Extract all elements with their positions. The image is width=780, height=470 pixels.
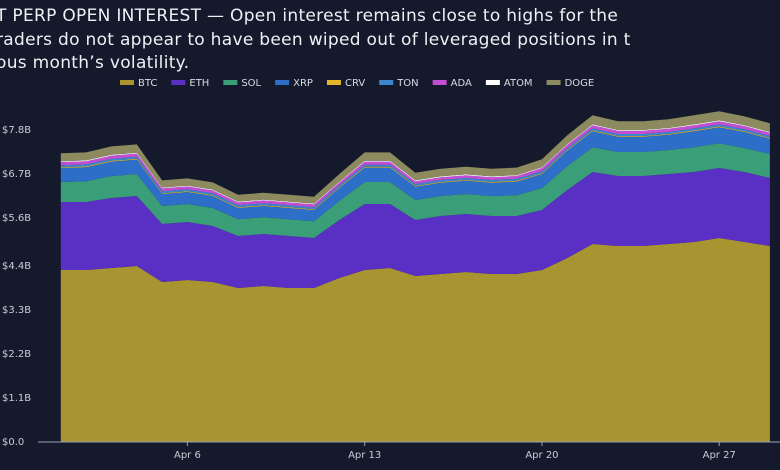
x-tick-label: Apr 20 (525, 450, 558, 461)
legend-swatch (432, 80, 447, 85)
y-tick-label: $5.6B (2, 213, 31, 224)
legend-swatch (546, 80, 561, 85)
legend-swatch (120, 80, 134, 85)
chart-title: raders do not appear to have been wiped … (0, 30, 631, 50)
legend-label: XRP (293, 78, 313, 89)
y-tick-label: $4.4B (2, 261, 31, 272)
x-tick-label: Apr 13 (348, 450, 381, 461)
legend-swatch (223, 80, 238, 85)
y-tick-label: $6.7B (2, 169, 31, 180)
area (60, 143, 770, 238)
legend-swatch (485, 80, 500, 85)
legend-label: TON (396, 78, 418, 89)
y-tick-label: $1.1B (2, 393, 31, 404)
area (60, 127, 770, 222)
legend-label: CRV (345, 78, 365, 89)
chart-title: T PERP OPEN INTEREST — Open interest rem… (0, 6, 618, 26)
y-tick-label: $3.3B (2, 305, 31, 316)
area (60, 238, 770, 442)
y-tick-label: $2.2B (2, 349, 31, 360)
area (60, 168, 770, 288)
legend-swatch (379, 80, 394, 85)
y-tick-label: $0.0 (2, 437, 24, 448)
legend-swatch (275, 80, 290, 85)
legend-label: ATOM (504, 78, 533, 89)
legend-label: ADA (451, 78, 472, 89)
x-tick-label: Apr 27 (703, 450, 736, 461)
chart-title: ous month’s volatility. (0, 53, 189, 73)
legend-label: SOL (241, 78, 261, 89)
legend-swatch (326, 80, 341, 85)
area (60, 111, 770, 204)
legend-swatch (171, 80, 186, 85)
y-tick-label: $7.8B (2, 125, 31, 136)
legend-label: BTC (138, 78, 157, 89)
x-tick-label: Apr 6 (174, 450, 201, 461)
legend-label: ETH (189, 78, 209, 89)
legend-label: DOGE (565, 78, 595, 89)
